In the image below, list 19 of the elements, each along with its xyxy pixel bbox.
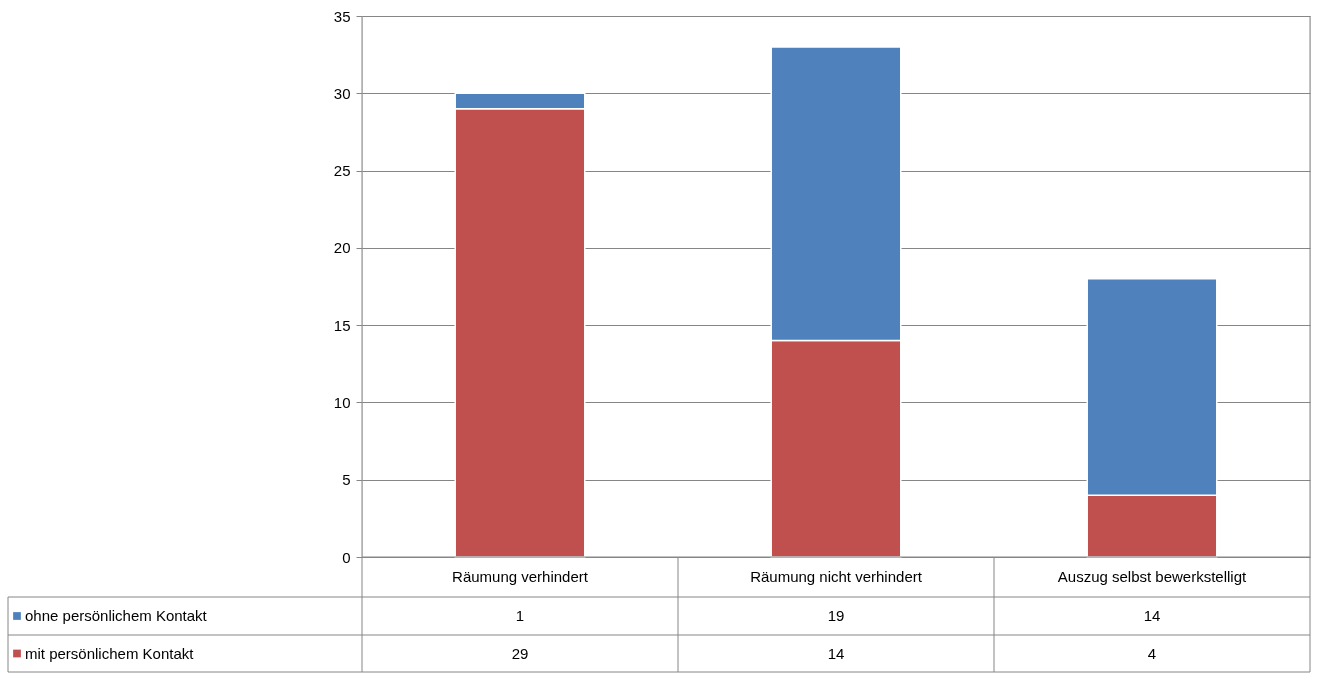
legend-label: ohne persönlichem Kontakt <box>25 607 208 624</box>
y-tick-label: 35 <box>333 7 351 25</box>
data-label: 1 <box>515 607 525 624</box>
y-tick-label: 30 <box>333 84 351 102</box>
y-tick-label: 10 <box>333 393 351 411</box>
y-tick-label: 25 <box>333 162 351 180</box>
y-tick-label: 20 <box>333 239 351 257</box>
data-label: 14 <box>1143 607 1161 624</box>
data-label: 4 <box>1147 644 1157 662</box>
y-tick-label: 15 <box>333 316 351 334</box>
data-label: 19 <box>827 607 845 624</box>
data-label: 14 <box>827 644 845 662</box>
legend-label: mit persönlichem Kontakt <box>25 644 195 662</box>
x-tick-label: Räumung verhindert <box>452 567 589 585</box>
data-label: 29 <box>511 644 529 662</box>
x-tick-label: Auszug selbst bewerkstelligt <box>1057 567 1248 585</box>
y-tick-label: 5 <box>342 471 351 489</box>
x-tick-label: Räumung nicht verhindert <box>750 567 923 585</box>
y-tick-label: 0 <box>342 548 351 566</box>
